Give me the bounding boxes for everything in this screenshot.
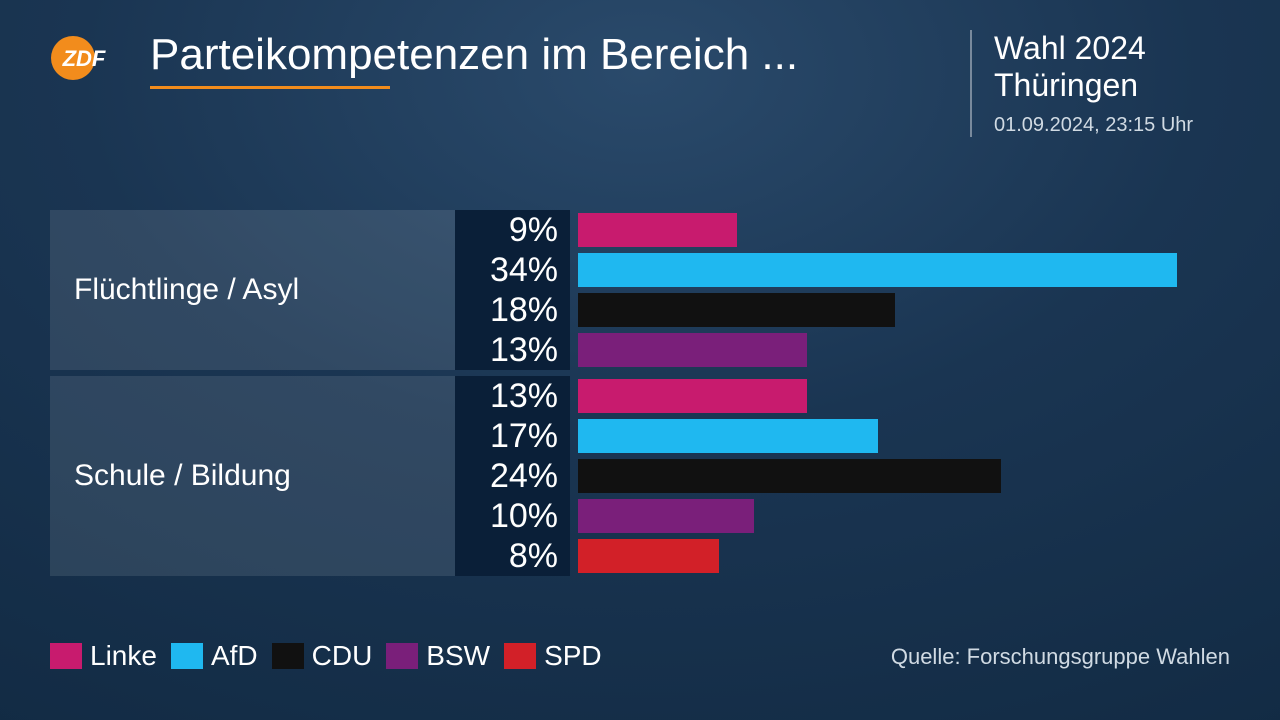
bar-fill — [578, 379, 807, 413]
legend-swatch — [171, 643, 203, 669]
legend-swatch — [386, 643, 418, 669]
legend-item: AfD — [171, 640, 258, 672]
chart-group: Schule / Bildung13%17%24%10%8% — [50, 376, 1230, 576]
bar-row: 24% — [455, 456, 1230, 496]
legend-label: Linke — [90, 640, 157, 672]
legend-swatch — [272, 643, 304, 669]
bar-fill — [578, 253, 1177, 287]
bar-percentage: 9% — [455, 210, 570, 250]
bar-percentage: 8% — [455, 536, 570, 576]
bars-container: 9%34%18%13% — [455, 210, 1230, 370]
bar-row: 18% — [455, 290, 1230, 330]
context-region: Thüringen — [994, 67, 1230, 104]
bar-row: 8% — [455, 536, 1230, 576]
bar-track — [578, 416, 1230, 456]
group-label: Flüchtlinge / Asyl — [50, 210, 455, 370]
chart-group: Flüchtlinge / Asyl9%34%18%13% — [50, 210, 1230, 370]
bar-percentage: 24% — [455, 456, 570, 496]
legend-item: SPD — [504, 640, 602, 672]
bar-row: 9% — [455, 210, 1230, 250]
bar-track — [578, 290, 1230, 330]
bar-track — [578, 210, 1230, 250]
bar-fill — [578, 293, 895, 327]
bar-percentage: 34% — [455, 250, 570, 290]
bar-track — [578, 330, 1230, 370]
legend-item: CDU — [272, 640, 373, 672]
bars-container: 13%17%24%10%8% — [455, 376, 1230, 576]
chart-area: Flüchtlinge / Asyl9%34%18%13%Schule / Bi… — [50, 210, 1230, 582]
bar-track — [578, 496, 1230, 536]
page-title: Parteikompetenzen im Bereich ... — [150, 30, 970, 80]
bar-percentage: 17% — [455, 416, 570, 456]
legend-item: Linke — [50, 640, 157, 672]
legend-label: BSW — [426, 640, 490, 672]
context-election: Wahl 2024 — [994, 30, 1230, 67]
bar-row: 10% — [455, 496, 1230, 536]
bar-fill — [578, 419, 878, 453]
logo-text: ZDF — [62, 46, 106, 71]
bar-row: 13% — [455, 376, 1230, 416]
bar-fill — [578, 333, 807, 367]
bar-fill — [578, 459, 1001, 493]
legend-swatch — [504, 643, 536, 669]
bar-percentage: 10% — [455, 496, 570, 536]
bar-percentage: 18% — [455, 290, 570, 330]
bar-track — [578, 376, 1230, 416]
bar-track — [578, 456, 1230, 496]
legend: Linke AfD CDU BSW SPD — [50, 640, 602, 672]
bar-row: 17% — [455, 416, 1230, 456]
bar-row: 34% — [455, 250, 1230, 290]
context-datetime: 01.09.2024, 23:15 Uhr — [994, 114, 1230, 137]
title-block: Parteikompetenzen im Bereich ... — [150, 30, 970, 89]
header: ZDF Parteikompetenzen im Bereich ... Wah… — [0, 0, 1280, 137]
zdf-logo: ZDF — [50, 36, 120, 80]
bar-track — [578, 536, 1230, 576]
title-underline — [150, 86, 390, 89]
legend-label: SPD — [544, 640, 602, 672]
bar-fill — [578, 213, 737, 247]
group-label: Schule / Bildung — [50, 376, 455, 576]
legend-label: AfD — [211, 640, 258, 672]
legend-item: BSW — [386, 640, 490, 672]
bar-fill — [578, 499, 754, 533]
legend-swatch — [50, 643, 82, 669]
context-block: Wahl 2024 Thüringen 01.09.2024, 23:15 Uh… — [970, 30, 1230, 137]
bar-fill — [578, 539, 719, 573]
bar-percentage: 13% — [455, 376, 570, 416]
bar-percentage: 13% — [455, 330, 570, 370]
legend-label: CDU — [312, 640, 373, 672]
bar-track — [578, 250, 1230, 290]
bar-row: 13% — [455, 330, 1230, 370]
source-attribution: Quelle: Forschungsgruppe Wahlen — [891, 644, 1230, 670]
